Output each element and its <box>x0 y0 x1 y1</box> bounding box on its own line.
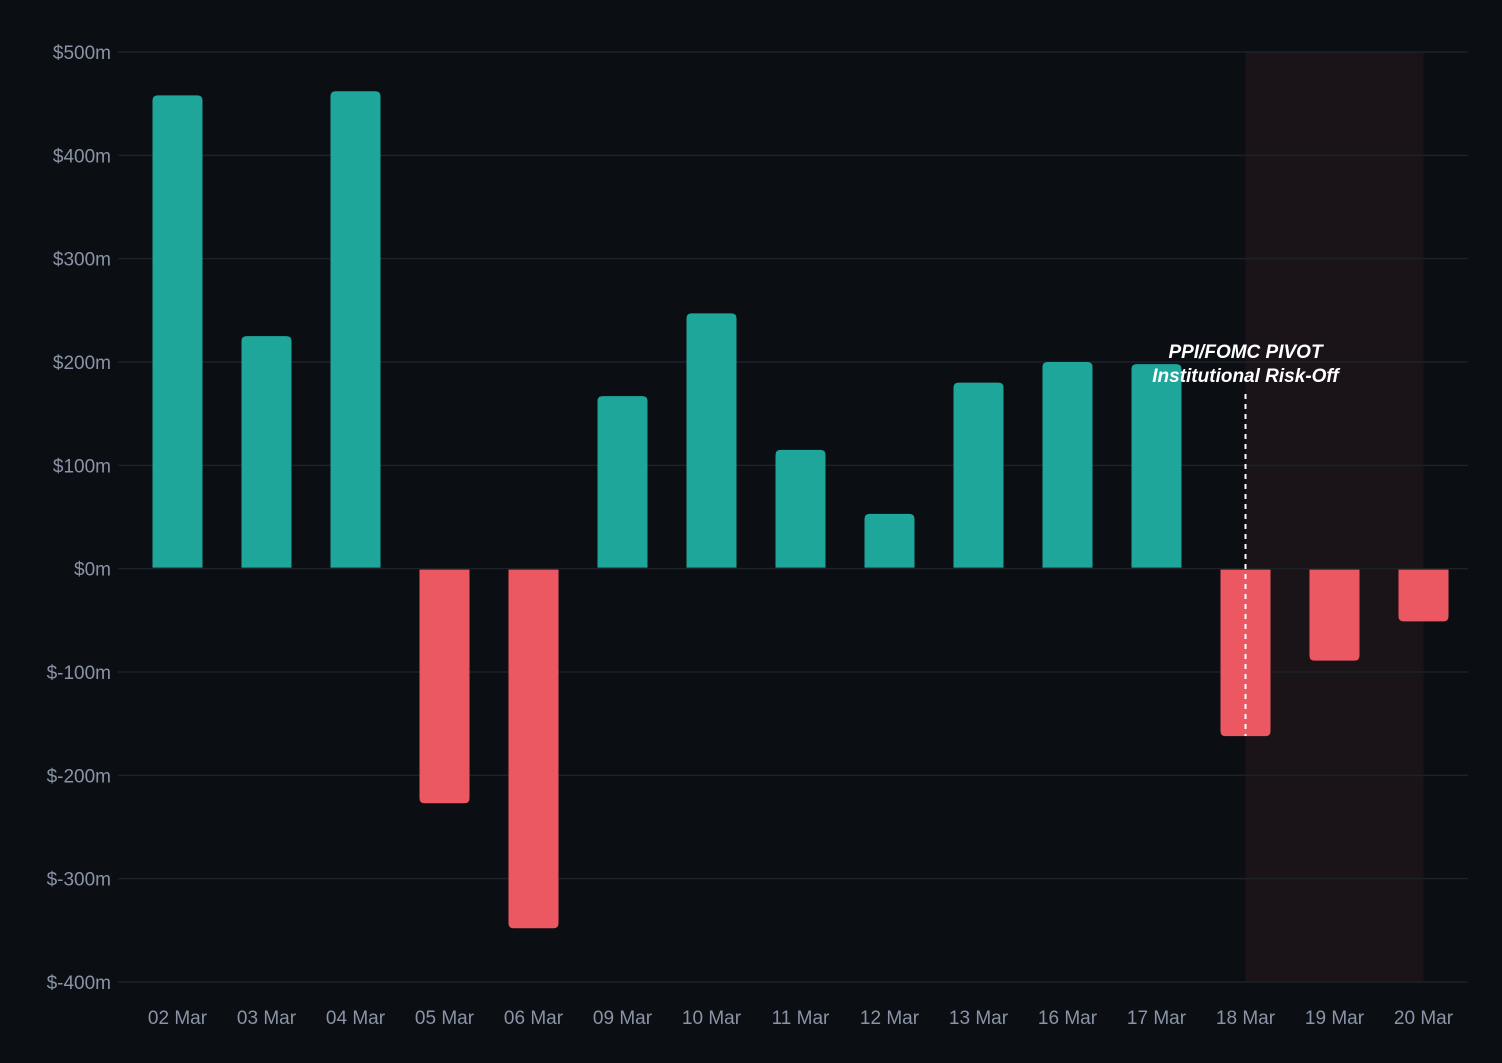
x-tick-label: 09 Mar <box>593 1008 653 1029</box>
bar <box>1398 569 1449 622</box>
y-tick-label: $-400m <box>47 973 111 994</box>
bar <box>508 569 559 929</box>
bar <box>1042 362 1093 568</box>
x-tick-label: 11 Mar <box>772 1008 830 1029</box>
x-tick-label: 17 Mar <box>1127 1008 1187 1029</box>
annotation-label-line-2: Institutional Risk-Off <box>1152 366 1340 387</box>
x-tick-label: 06 Mar <box>504 1008 564 1029</box>
y-tick-label: $300m <box>53 250 111 271</box>
annotation-label-line-1: PPI/FOMC PIVOT <box>1168 342 1324 363</box>
x-tick-label: 19 Mar <box>1305 1008 1365 1029</box>
bar <box>1131 364 1182 568</box>
bar <box>330 91 381 568</box>
y-tick-label: $500m <box>53 43 111 64</box>
bar <box>775 449 826 568</box>
y-tick-label: $200m <box>53 353 111 374</box>
bar <box>597 396 648 568</box>
x-tick-label: 02 Mar <box>148 1008 208 1029</box>
x-tick-label: 10 Mar <box>682 1008 742 1029</box>
bar <box>1220 569 1271 737</box>
shaded-region <box>1245 52 1424 982</box>
x-tick-label: 13 Mar <box>949 1008 1009 1029</box>
y-tick-label: $-200m <box>47 766 111 787</box>
bar <box>1309 569 1360 661</box>
bar <box>953 382 1004 568</box>
x-tick-label: 03 Mar <box>237 1008 297 1029</box>
bar <box>864 513 915 568</box>
y-axis: $500m $400m $300m $200m $100m $0m $-100m $-200m… <box>47 43 111 994</box>
y-tick-label: $-300m <box>47 870 111 891</box>
x-tick-label: 20 Mar <box>1394 1008 1454 1029</box>
bars <box>152 91 1449 929</box>
annotation: PPI/FOMC PIVOT Institutional Risk-Off <box>1152 342 1340 736</box>
bar <box>152 95 203 568</box>
x-tick-label: 12 Mar <box>860 1008 920 1029</box>
shaded-region-layer <box>1245 52 1424 982</box>
x-tick-label: 05 Mar <box>415 1008 475 1029</box>
y-tick-label: $0m <box>74 560 111 581</box>
y-tick-label: $100m <box>53 456 111 477</box>
x-axis: 02 Mar 03 Mar 04 Mar 05 Mar 06 Mar 09 Mar 10 M… <box>148 1008 1454 1029</box>
bar <box>686 313 737 568</box>
x-tick-label: 18 Mar <box>1216 1008 1276 1029</box>
y-tick-label: $400m <box>53 146 111 167</box>
x-tick-label: 16 Mar <box>1038 1008 1098 1029</box>
bar <box>419 569 470 804</box>
bar <box>241 336 292 568</box>
y-tick-label: $-100m <box>47 663 111 684</box>
x-tick-label: 04 Mar <box>326 1008 386 1029</box>
